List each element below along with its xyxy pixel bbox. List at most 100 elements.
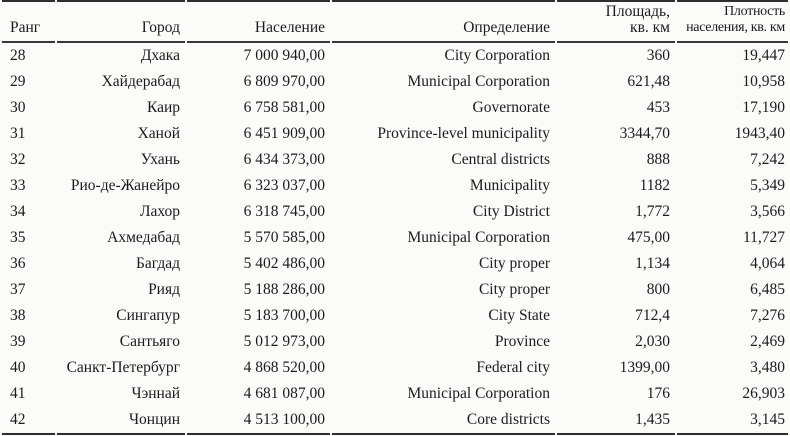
cell-definition: Central districts [451, 151, 550, 168]
column-header-line: кв. км [630, 19, 670, 36]
cell-area: 360 [646, 47, 670, 64]
cell-population: 6 451 909,00 [243, 125, 325, 142]
table-row: 34 Лахор 6 318 745,00 City District 1,772 3,5… [2, 199, 788, 225]
cell-population: 5 402 486,00 [243, 255, 325, 272]
cell-definition: Federal city [476, 359, 550, 376]
table-row: 35 Ахмедабад 5 570 585,00 Municipal Corpora… [2, 225, 788, 251]
cell-definition: City proper [478, 281, 550, 298]
cell-definition: Municipal Corporation [407, 385, 551, 402]
cell-city: Дхака [140, 47, 180, 64]
cell-population: 6 323 037,00 [243, 177, 325, 194]
table-row: 32 Ухань 6 434 373,00 Central districts 888 7… [2, 147, 788, 173]
cell-rank: 32 [10, 151, 26, 168]
cell-density: 7,276 [750, 307, 785, 324]
table-row: 31 Ханой 6 451 909,00 Province-level munici… [2, 121, 788, 147]
cell-area: 888 [646, 151, 670, 168]
cell-area: 1399,00 [619, 359, 670, 376]
cell-city: Рияд [148, 281, 180, 298]
cell-population: 6 809 970,00 [243, 73, 325, 90]
cell-area: 1,134 [635, 255, 670, 272]
cell-definition: Province-level municipality [377, 125, 550, 142]
cell-rank: 30 [10, 99, 26, 116]
cell-area: 712,4 [635, 307, 670, 324]
table-row: 40 Санкт-Петербург 4 868 520,00 Federal cit… [2, 355, 788, 381]
cell-city: Багдад [135, 255, 180, 272]
cell-definition: Core districts [332, 407, 555, 435]
cell-area: 1,772 [635, 203, 670, 220]
column-header-rank: Ранг [2, 0, 55, 43]
cell-population: 6 434 373,00 [243, 151, 325, 168]
cell-rank: 37 [10, 281, 26, 298]
cell-rank: 29 [10, 73, 26, 90]
cell-definition: Municipality [469, 177, 550, 194]
table-row: 39 Сантьяго 5 012 973,00 Province 2,030 2,469 [2, 329, 788, 355]
table-row: 33 Рио-де-Жанейро 6 323 037,00 Municipality… [2, 173, 788, 199]
cell-city: Ханой [137, 125, 180, 142]
column-header-line: Определение [463, 19, 550, 36]
table-row: 41 Чэннай 4 681 087,00 Municipal Corporatio… [2, 381, 788, 407]
cell-definition: Municipal Corporation [407, 229, 551, 246]
cell-density: 26,903 [742, 385, 785, 402]
cell-definition: City State [488, 307, 550, 324]
table-row: 28 Дхака 7 000 940,00 City Corporation 360 19… [2, 43, 788, 69]
cell-density: 4,064 [750, 255, 785, 272]
cell-rank: 40 [10, 359, 26, 376]
column-header-line: Город [141, 19, 180, 36]
cell-rank: 42 [2, 407, 55, 435]
cell-population: 7 000 940,00 [243, 47, 325, 64]
cell-city: Сингапур [116, 307, 180, 324]
table-body: 28 Дхака 7 000 940,00 City Corporation 360 19… [2, 43, 788, 435]
cell-city: Чонцин [57, 407, 185, 435]
cell-population: 6 758 581,00 [243, 99, 325, 116]
cell-density: 11,727 [742, 229, 785, 246]
cell-population: 4 681 087,00 [243, 385, 325, 402]
cell-density: 6,485 [750, 281, 785, 298]
cell-rank: 31 [10, 125, 26, 142]
cell-definition: Governorate [472, 99, 550, 116]
cell-population: 6 318 745,00 [243, 203, 325, 220]
cell-rank: 36 [10, 255, 26, 272]
cell-rank: 34 [10, 203, 26, 220]
column-header-line: населения, кв. км [686, 20, 785, 35]
cell-population: 5 012 973,00 [243, 333, 325, 350]
cell-density: 1943,40 [734, 125, 785, 142]
cell-area: 176 [646, 385, 670, 402]
column-header-line: Ранг [10, 19, 41, 36]
table-header: Ранг Город Население Определение Площадь, кв.… [2, 0, 788, 43]
cell-population: 4 868 520,00 [243, 359, 325, 376]
cell-rank: 39 [10, 333, 26, 350]
cell-density: 3,145 [677, 407, 788, 435]
cell-city: Лахор [139, 203, 180, 220]
column-header-line: Население [254, 19, 325, 36]
column-header-line: Плотность [724, 4, 785, 19]
cell-area: 2,030 [635, 333, 670, 350]
cell-rank: 35 [10, 229, 26, 246]
column-header-city: Город [57, 0, 185, 43]
cell-area: 621,48 [627, 73, 670, 90]
cell-density: 2,469 [750, 333, 785, 350]
column-header-density: Плотность населения, кв. км [677, 0, 788, 43]
cell-city: Рио-де-Жанейро [70, 177, 180, 194]
cell-density: 3,566 [750, 203, 785, 220]
cell-area: 1182 [639, 177, 670, 194]
cell-area: 800 [646, 281, 670, 298]
cell-rank: 28 [10, 47, 26, 64]
cell-city: Ухань [140, 151, 180, 168]
column-header-line: Площадь, [605, 3, 670, 20]
cell-area: 1,435 [557, 407, 675, 435]
cell-rank: 41 [10, 385, 26, 402]
column-header-population: Население [187, 0, 330, 43]
cell-density: 5,349 [750, 177, 785, 194]
cell-definition: Municipal Corporation [407, 73, 551, 90]
cell-city: Ахмедабад [107, 229, 180, 246]
cell-population: 5 183 700,00 [243, 307, 325, 324]
cell-city: Сантьяго [119, 333, 180, 350]
cell-definition: City District [472, 203, 550, 220]
cell-area: 475,00 [627, 229, 670, 246]
table-row: 37 Рияд 5 188 286,00 City proper 800 6,485 [2, 277, 788, 303]
table-row: 30 Каир 6 758 581,00 Governorate 453 17,190 [2, 95, 788, 121]
cell-definition: City proper [478, 255, 550, 272]
cell-population: 4 513 100,00 [187, 407, 330, 435]
